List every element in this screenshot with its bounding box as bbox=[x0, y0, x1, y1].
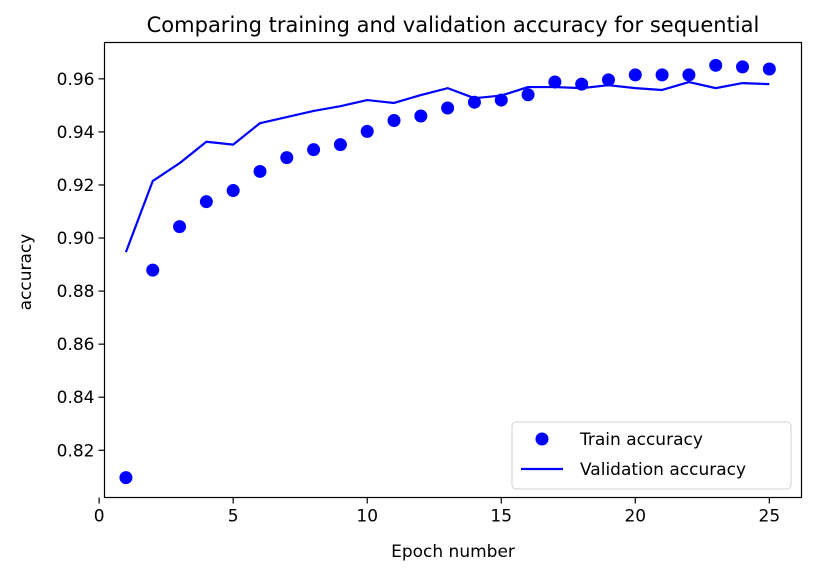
data-point-train bbox=[601, 73, 615, 87]
y-tick-label: 0.88 bbox=[57, 282, 95, 302]
x-axis: 0 5 10 15 20 25 bbox=[94, 497, 781, 527]
y-tick-label: 0.82 bbox=[57, 441, 95, 461]
y-tick-label: 0.84 bbox=[57, 388, 95, 408]
data-point-train bbox=[333, 138, 347, 152]
chart-title: Comparing training and validation accura… bbox=[147, 13, 760, 37]
data-point-train bbox=[173, 220, 187, 234]
data-point-train bbox=[441, 101, 455, 115]
plot-frame bbox=[103, 41, 803, 499]
data-point-train bbox=[414, 109, 428, 123]
y-tick-label: 0.90 bbox=[57, 229, 95, 249]
data-point-train bbox=[548, 75, 562, 89]
data-point-train bbox=[494, 93, 508, 107]
data-point-train bbox=[575, 77, 589, 91]
x-tick-label: 5 bbox=[228, 507, 239, 527]
y-axis: 0.82 0.84 0.86 0.88 0.90 0.92 0.94 0.96 bbox=[57, 70, 105, 461]
legend-label-train: Train accuracy bbox=[579, 430, 703, 450]
data-point-train bbox=[628, 68, 642, 82]
data-point-train bbox=[119, 471, 133, 485]
data-point-train bbox=[253, 164, 267, 178]
x-tick-label: 0 bbox=[94, 507, 105, 527]
data-point-train bbox=[709, 58, 723, 72]
legend: Train accuracy Validation accuracy bbox=[511, 421, 792, 490]
data-point-train bbox=[226, 184, 240, 198]
y-axis-label: accuracy bbox=[16, 234, 36, 311]
y-tick-label: 0.92 bbox=[57, 176, 95, 196]
data-point-train bbox=[146, 263, 160, 277]
data-point-train bbox=[762, 62, 776, 76]
data-point-train bbox=[467, 95, 481, 109]
data-point-train bbox=[280, 151, 294, 165]
legend-label-validation: Validation accuracy bbox=[580, 460, 746, 480]
data-point-train bbox=[360, 124, 374, 138]
series-line-validation bbox=[124, 80, 770, 253]
plot-area bbox=[119, 58, 776, 485]
x-tick-label: 20 bbox=[624, 507, 646, 527]
x-tick-label: 25 bbox=[759, 507, 781, 527]
legend-marker-train bbox=[535, 432, 549, 446]
legend-frame bbox=[511, 421, 792, 490]
x-tick-label: 15 bbox=[490, 507, 512, 527]
data-point-train bbox=[521, 88, 535, 102]
data-point-train bbox=[736, 60, 750, 74]
data-point-train bbox=[307, 143, 321, 157]
x-axis-label: Epoch number bbox=[391, 542, 515, 562]
y-tick-label: 0.96 bbox=[57, 70, 95, 90]
x-tick-label: 10 bbox=[356, 507, 378, 527]
data-point-train bbox=[682, 68, 696, 82]
y-tick-label: 0.94 bbox=[57, 123, 95, 143]
data-point-train bbox=[655, 68, 669, 82]
data-point-train bbox=[199, 195, 213, 209]
data-point-train bbox=[387, 114, 401, 127]
y-tick-label: 0.86 bbox=[57, 335, 95, 355]
